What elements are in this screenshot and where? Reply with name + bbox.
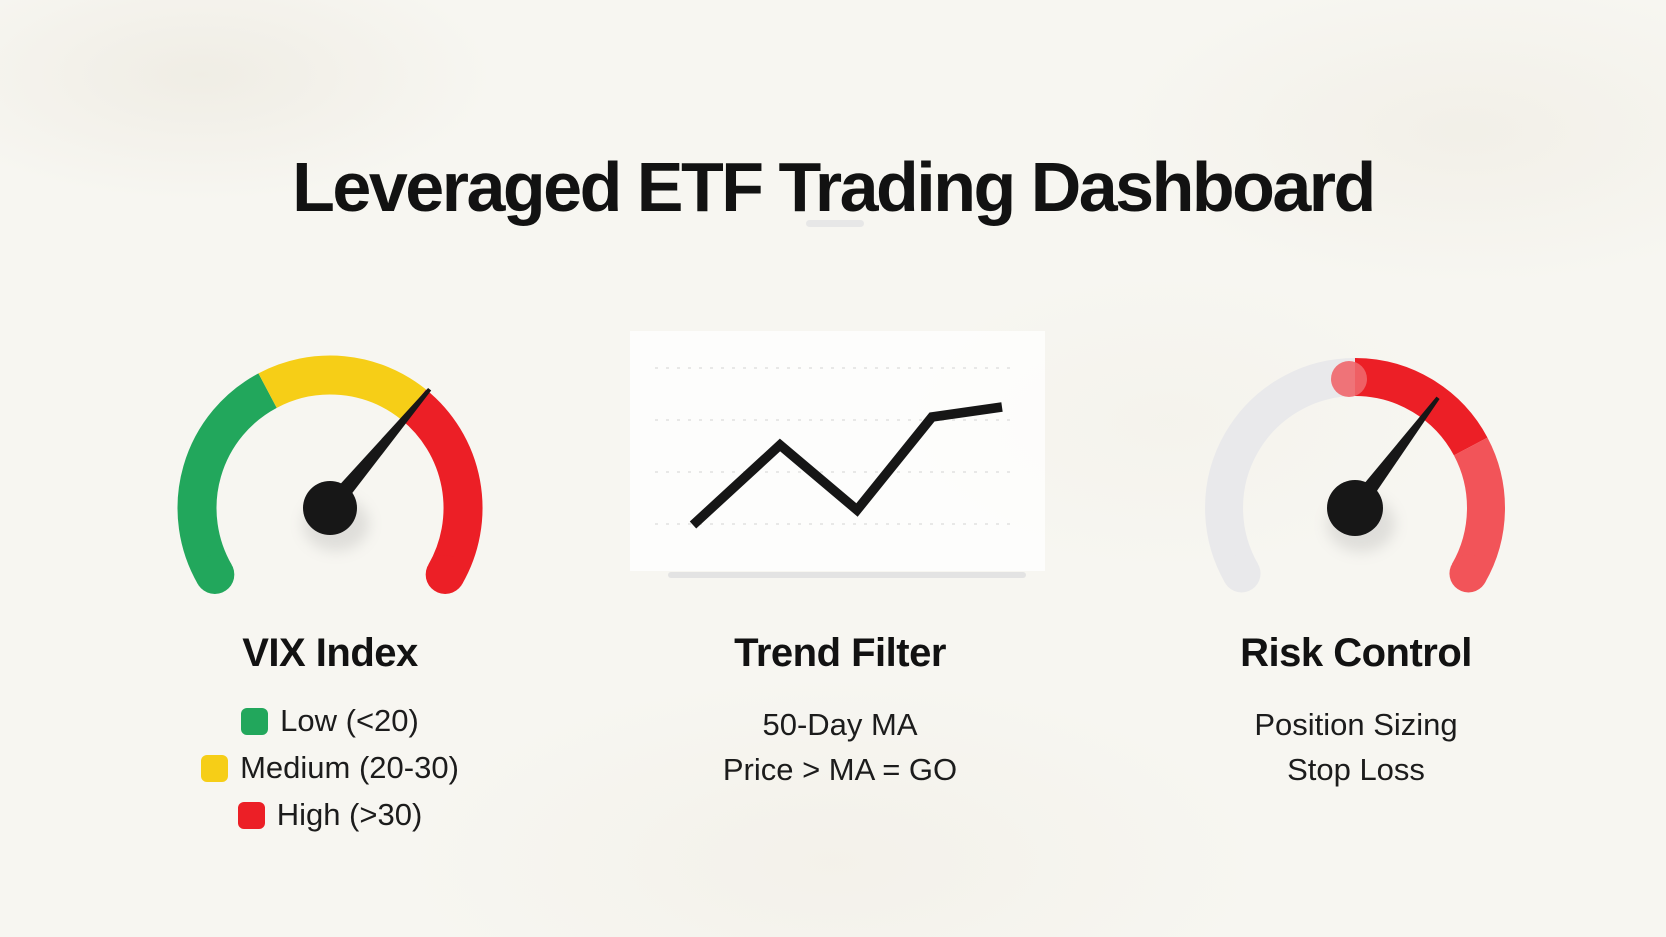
risk-heading: Risk Control xyxy=(1240,631,1472,675)
high-swatch-icon xyxy=(237,801,265,829)
vix-gauge-needle xyxy=(323,388,432,514)
vix-legend-row-medium: Medium (20-30) xyxy=(201,749,459,787)
risk-gauge-end-cap xyxy=(1449,554,1488,593)
trend-line-chart-baseline xyxy=(668,572,1026,578)
low-swatch-icon xyxy=(241,707,269,735)
vix-gauge-segment-2 xyxy=(401,389,483,585)
medium-swatch-icon xyxy=(201,754,229,782)
risk-gauge-segment-1 xyxy=(1354,358,1488,456)
vix-gauge-segment-1 xyxy=(258,355,426,421)
vix-gauge-end-cap xyxy=(425,555,465,594)
risk-gauge-overlay-cap xyxy=(1331,361,1367,397)
risk-subline-stoploss: Stop Loss xyxy=(1287,752,1425,787)
trend-line-chart-panel xyxy=(630,331,1045,571)
page-title: Leveraged ETF Trading Dashboard xyxy=(292,147,1376,226)
vix-legend-row-low: Low (<20) xyxy=(241,702,419,740)
risk-gauge-segment-0 xyxy=(1205,358,1356,583)
low-label: Low (<20) xyxy=(280,703,419,738)
risk-gauge-hub xyxy=(1327,480,1383,536)
trend-subline-rule: Price > MA = GO xyxy=(722,752,958,787)
risk-gauge-needle xyxy=(1348,396,1440,514)
risk-subline-position: Position Sizing xyxy=(1254,707,1458,742)
vix-gauge-start-cap xyxy=(195,555,235,594)
risk-gauge-start-cap xyxy=(1222,554,1261,593)
vix-legend-row-high: High (>30) xyxy=(237,796,423,834)
vix-heading: VIX Index xyxy=(242,631,418,675)
trend-subline-ma: 50-Day MA xyxy=(762,707,918,742)
trend-heading: Trend Filter xyxy=(734,631,946,675)
high-label: High (>30) xyxy=(276,797,423,832)
vix-legend: Low (<20) Medium (20-30) High (>30) xyxy=(70,702,590,834)
medium-label: Medium (20-30) xyxy=(240,750,459,785)
title-divider xyxy=(806,220,864,227)
trend-line-chart-price-line xyxy=(689,402,1003,529)
vix-gauge-hub xyxy=(303,481,357,535)
risk-gauge-segment-2 xyxy=(1451,437,1505,584)
vix-gauge-segment-0 xyxy=(177,373,278,585)
